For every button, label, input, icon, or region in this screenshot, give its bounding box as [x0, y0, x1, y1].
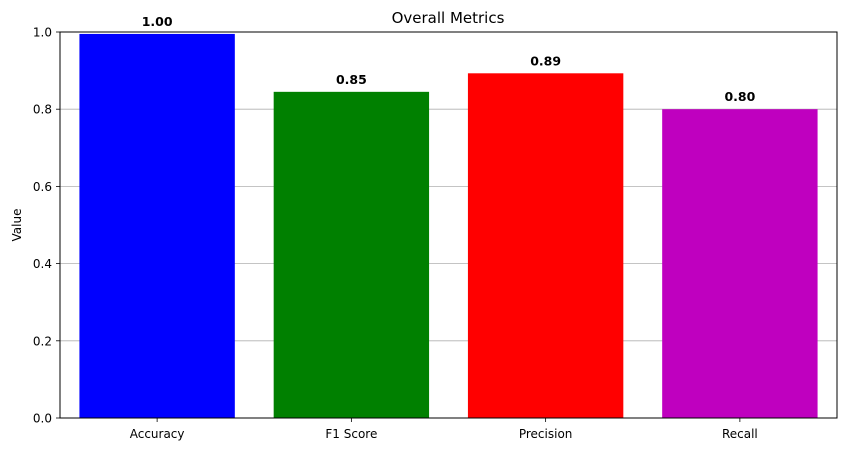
bar-precision [467, 73, 624, 418]
x-tick-label-accuracy: Accuracy [130, 427, 185, 441]
data-label-recall: 0.80 [724, 89, 755, 104]
plot-frame [59, 31, 838, 419]
labels: 1.00 Accuracy 0.85 F1 Score 0.89 Precision 0.8… [33, 14, 758, 441]
y-tick-label-1: 0.2 [33, 334, 52, 348]
data-label-accuracy: 1.00 [142, 14, 173, 29]
bar-accuracy [79, 33, 235, 419]
bar-f1-score [273, 91, 430, 418]
y-tick-label-5: 1.0 [33, 26, 52, 40]
y-tick-label-2: 0.4 [33, 257, 52, 271]
y-tick-label-4: 0.8 [33, 103, 52, 117]
chart-title: Overall Metrics [392, 9, 505, 27]
x-tick-label-f1-score: F1 Score [325, 427, 377, 441]
data-label-f1-score: 0.85 [336, 72, 367, 87]
y-axis-label: Value [10, 209, 24, 242]
axes [56, 31, 838, 422]
x-tick-label-precision: Precision [519, 427, 573, 441]
data-label-precision: 0.89 [530, 53, 561, 68]
y-tick-label-3: 0.6 [33, 180, 52, 194]
y-tick-label-0: 0.0 [33, 412, 52, 426]
bar-recall [662, 109, 818, 418]
x-tick-label-recall: Recall [722, 427, 758, 441]
bars [79, 33, 818, 419]
